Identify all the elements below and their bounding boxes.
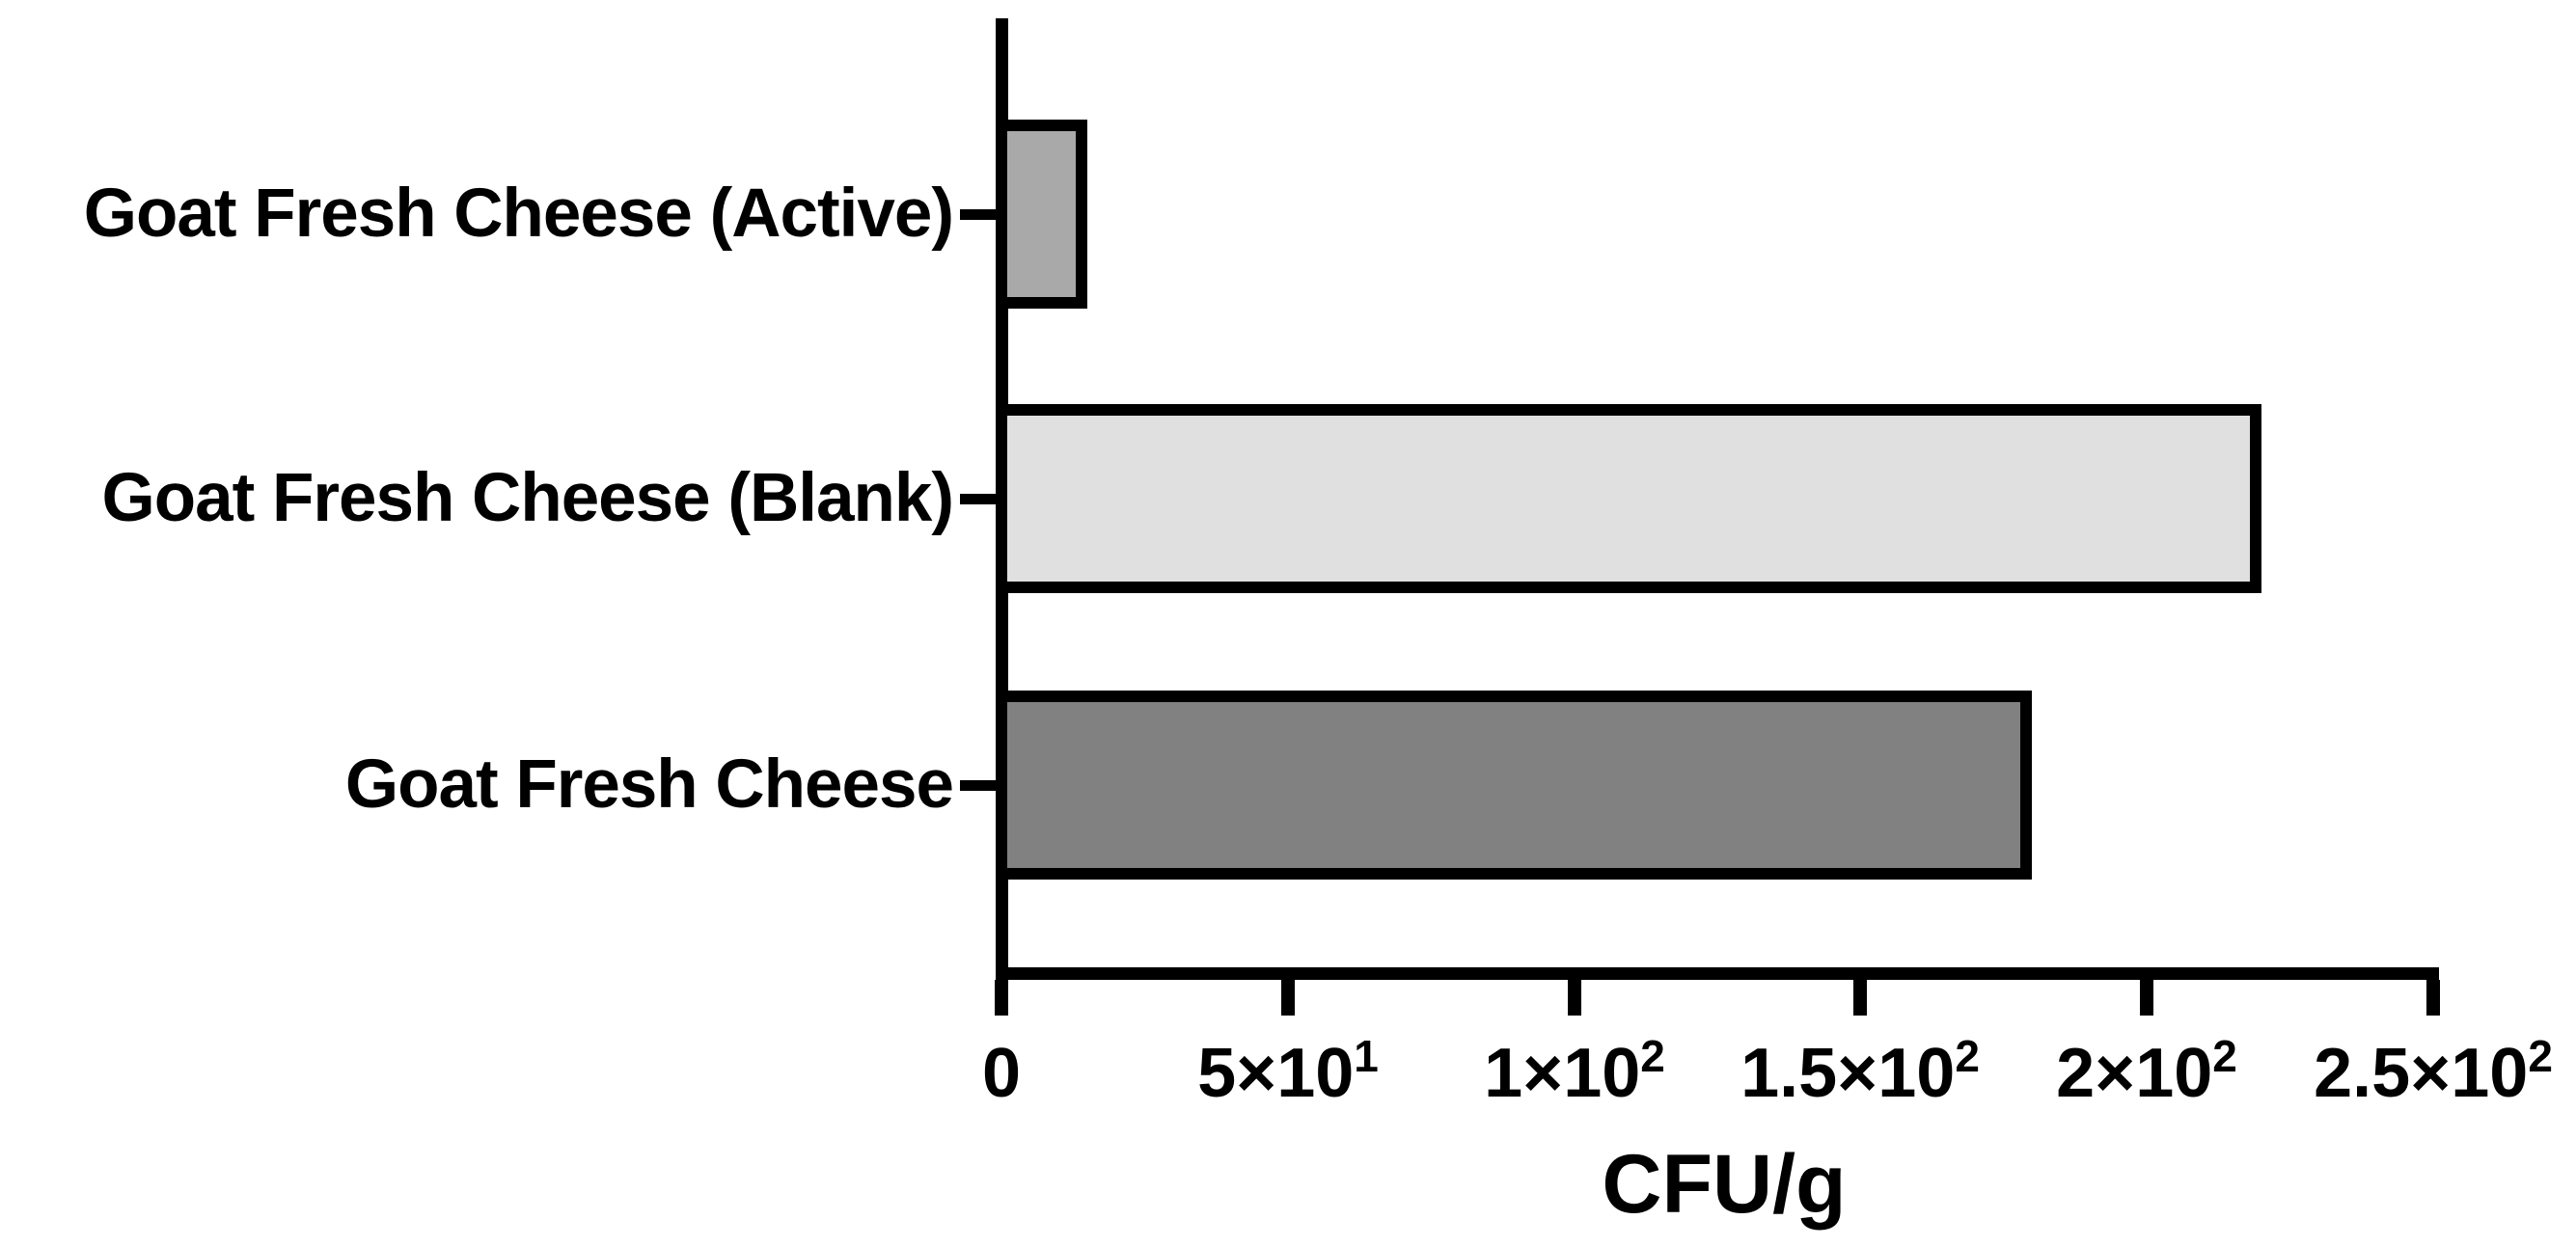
category-label: Goat Fresh Cheese: [344, 746, 954, 823]
bar-goat-fresh-cheese-active: [996, 120, 1087, 309]
x-axis-tick-label: 1.5×102: [1648, 1034, 2072, 1108]
tick-label-exponent: 1: [1354, 1031, 1379, 1081]
tick-label-base: 5×10: [1197, 1035, 1355, 1112]
tick-label-exponent: 2: [1640, 1031, 1665, 1081]
x-axis-tick-label: 5×101: [1076, 1034, 1500, 1108]
x-axis-tick-label: 2.5×102: [2221, 1034, 2576, 1108]
bar-goat-fresh-cheese: [996, 691, 2032, 880]
x-axis-tick-mark: [1853, 980, 1867, 1016]
x-axis-tick-label: 0: [789, 1039, 1214, 1108]
category-tick-mark: [960, 779, 996, 791]
x-axis-tick-label: 1×102: [1362, 1034, 1787, 1108]
tick-label-base: 2.5×10: [2314, 1035, 2529, 1112]
category-tick-mark: [960, 208, 996, 220]
x-axis-tick-mark: [2140, 980, 2153, 1016]
tick-label-exponent: 2: [2528, 1031, 2553, 1081]
category-label: Goat Fresh Cheese (Blank): [101, 460, 954, 536]
x-axis-tick-mark: [1568, 980, 1581, 1016]
tick-label-exponent: 2: [2212, 1031, 2237, 1081]
x-axis-line: [996, 967, 2439, 980]
tick-label-base: 0: [981, 1035, 1022, 1112]
x-axis-tick-mark: [2426, 980, 2440, 1016]
category-label: Goat Fresh Cheese (Active): [83, 176, 954, 252]
x-axis-tick-mark: [1281, 980, 1295, 1016]
tick-label-base: 1×10: [1484, 1035, 1641, 1112]
x-axis-tick-mark: [995, 980, 1008, 1016]
tick-label-base: 2×10: [2056, 1035, 2213, 1112]
bar-goat-fresh-cheese-blank: [996, 404, 2261, 593]
tick-label-base: 1.5×10: [1740, 1035, 1956, 1112]
category-tick-mark: [960, 493, 996, 504]
x-axis-title: CFU/g: [1602, 1138, 1847, 1231]
x-axis-tick-label: 2×102: [1934, 1034, 2359, 1108]
tick-label-exponent: 2: [1955, 1031, 1980, 1081]
